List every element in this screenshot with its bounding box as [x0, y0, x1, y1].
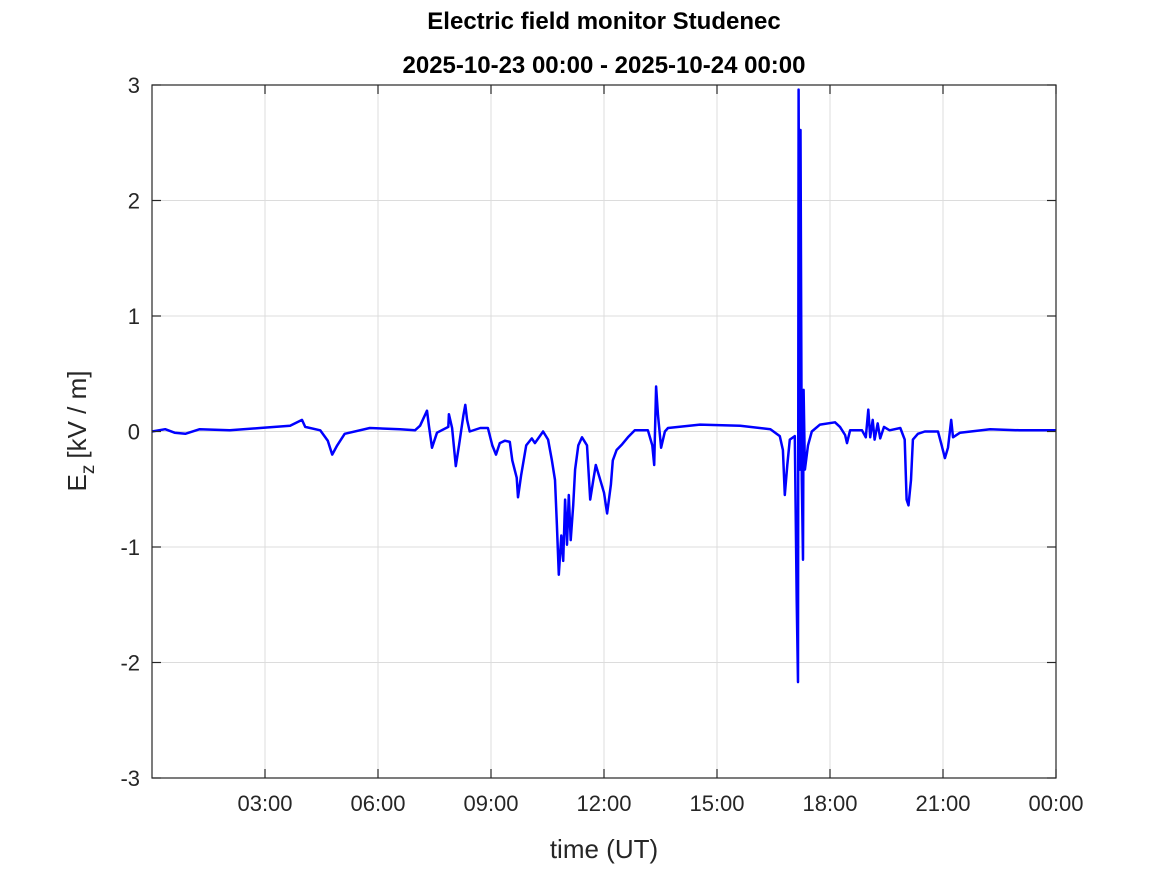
- chart-title: Electric field monitor Studenec: [427, 8, 780, 35]
- y-tick-label: 0: [128, 420, 140, 445]
- ticks: 03:00 06:00 09:00 12:00 15:00 18:00 21:00 00:00…: [120, 73, 1083, 816]
- x-tick-label: 03:00: [237, 791, 292, 816]
- x-tick-label: 12:00: [576, 791, 631, 816]
- x-tick-label: 21:00: [915, 791, 970, 816]
- y-tick-label: -3: [120, 766, 140, 791]
- series-layer: [151, 88, 1056, 684]
- y-axis-units: [kV / m]: [62, 371, 92, 459]
- x-tick-label: 15:00: [689, 791, 744, 816]
- chart-subtitle: 2025-10-23 00:00 - 2025-10-24 00:00: [403, 52, 806, 79]
- y-tick-label: -1: [120, 535, 140, 560]
- y-axis-label: Ez [kV / m]: [62, 371, 99, 492]
- x-tick-label: 00:00: [1028, 791, 1083, 816]
- x-axis-label: time (UT): [550, 834, 658, 864]
- y-tick-label: 3: [128, 73, 140, 98]
- x-tick-label: 06:00: [350, 791, 405, 816]
- y-axis-symbol: E: [62, 474, 92, 491]
- ez-series-line: [151, 88, 1056, 684]
- y-tick-label: -2: [120, 651, 140, 676]
- x-tick-label: 09:00: [463, 791, 518, 816]
- y-axis-subscript: z: [78, 465, 99, 475]
- y-tick-label: 1: [128, 304, 140, 329]
- y-tick-label: 2: [128, 189, 140, 214]
- x-tick-label: 18:00: [802, 791, 857, 816]
